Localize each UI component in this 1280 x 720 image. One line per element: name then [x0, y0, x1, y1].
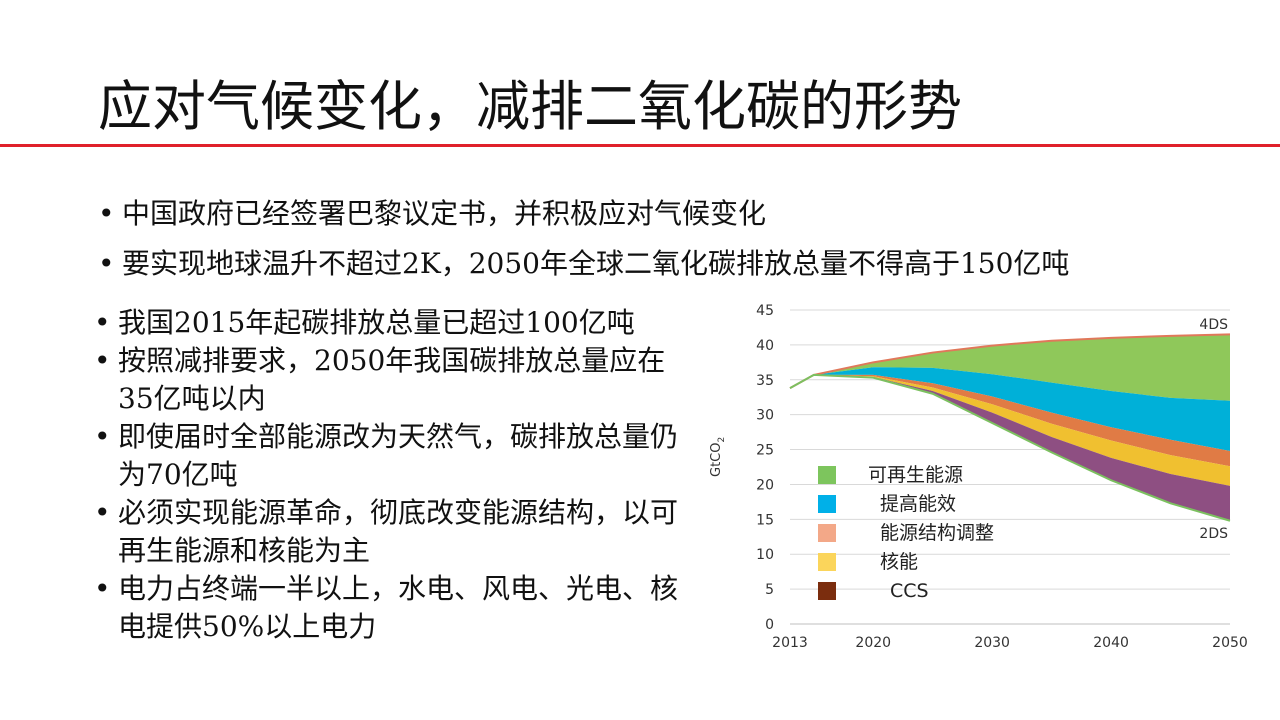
legend-swatch [818, 582, 836, 600]
bullet-item: 我国2015年起碳排放总量已超过100亿吨 [92, 304, 692, 342]
legend-swatch [818, 466, 836, 484]
y-axis-label: GtCO2 [709, 437, 727, 477]
legend-swatch [818, 524, 836, 542]
left-bullet-list: 我国2015年起碳排放总量已超过100亿吨 按照减排要求，2050年我国碳排放总… [92, 304, 692, 646]
legend-label: 能源结构调整 [880, 522, 994, 544]
bullet-item: 中国政府已经签署巴黎议定书，并积极应对气候变化 [96, 196, 1069, 232]
y-tick-label: 20 [756, 477, 774, 493]
y-tick-label: 5 [765, 582, 774, 598]
bullet-item: 要实现地球温升不超过2K，2050年全球二氧化碳排放总量不得高于150亿吨 [96, 246, 1069, 282]
y-tick-label: 25 [756, 443, 774, 459]
x-tick-label: 2020 [855, 635, 891, 651]
legend-swatch [818, 553, 836, 571]
y-tick-label: 30 [756, 408, 774, 424]
top-bullet-list: 中国政府已经签署巴黎议定书，并积极应对气候变化 要实现地球温升不超过2K，205… [96, 196, 1069, 296]
legend-label: 提高能效 [880, 493, 956, 515]
area-band-3 [790, 374, 1230, 467]
emissions-area-chart: 0 5 10 15 20 25 30 35 40 45 2013 2020 2030 2040 2050 Gt… [700, 296, 1260, 660]
bullet-item: 即使届时全部能源改为天然气，碳排放总量仍为70亿吨 [92, 418, 692, 494]
slide-title: 应对气候变化，减排二氧化碳的形势 [98, 75, 962, 138]
line-2ds [789, 373, 1231, 522]
title-divider [0, 144, 1280, 147]
y-tick-label: 10 [756, 547, 774, 563]
bullet-item: 必须实现能源革命，彻底改变能源结构，以可再生能源和核能为主 [92, 494, 692, 570]
x-tick-label: 2050 [1212, 635, 1248, 651]
x-tick-label: 2040 [1093, 635, 1129, 651]
y-tick-label: 35 [756, 373, 774, 389]
x-tick-label: 2013 [772, 635, 808, 651]
area-band-5 [790, 374, 1230, 521]
y-tick-label: 45 [756, 303, 774, 319]
legend-label: 核能 [880, 551, 918, 573]
legend-swatch [818, 495, 836, 513]
legend-label: CCS [890, 580, 929, 602]
x-tick-label: 2030 [974, 635, 1010, 651]
line-4ds [789, 333, 1231, 390]
area-band-1 [790, 334, 1230, 401]
area-band-2 [790, 367, 1230, 451]
y-tick-label: 15 [756, 512, 774, 528]
chart-canvas: 0 5 10 15 20 25 30 35 40 45 2013 2020 2030 2040 2050 Gt… [709, 303, 1248, 651]
y-tick-label: 0 [765, 617, 774, 633]
annotation-2ds: 2DS [1199, 526, 1228, 542]
legend-label: 可再生能源 [868, 464, 963, 486]
bullet-item: 按照减排要求，2050年我国碳排放总量应在35亿吨以内 [92, 342, 692, 418]
area-band-4 [790, 374, 1230, 486]
annotation-4ds: 4DS [1199, 317, 1228, 333]
y-tick-label: 40 [756, 338, 774, 354]
bullet-item: 电力占终端一半以上，水电、风电、光电、核电提供50%以上电力 [92, 570, 692, 646]
